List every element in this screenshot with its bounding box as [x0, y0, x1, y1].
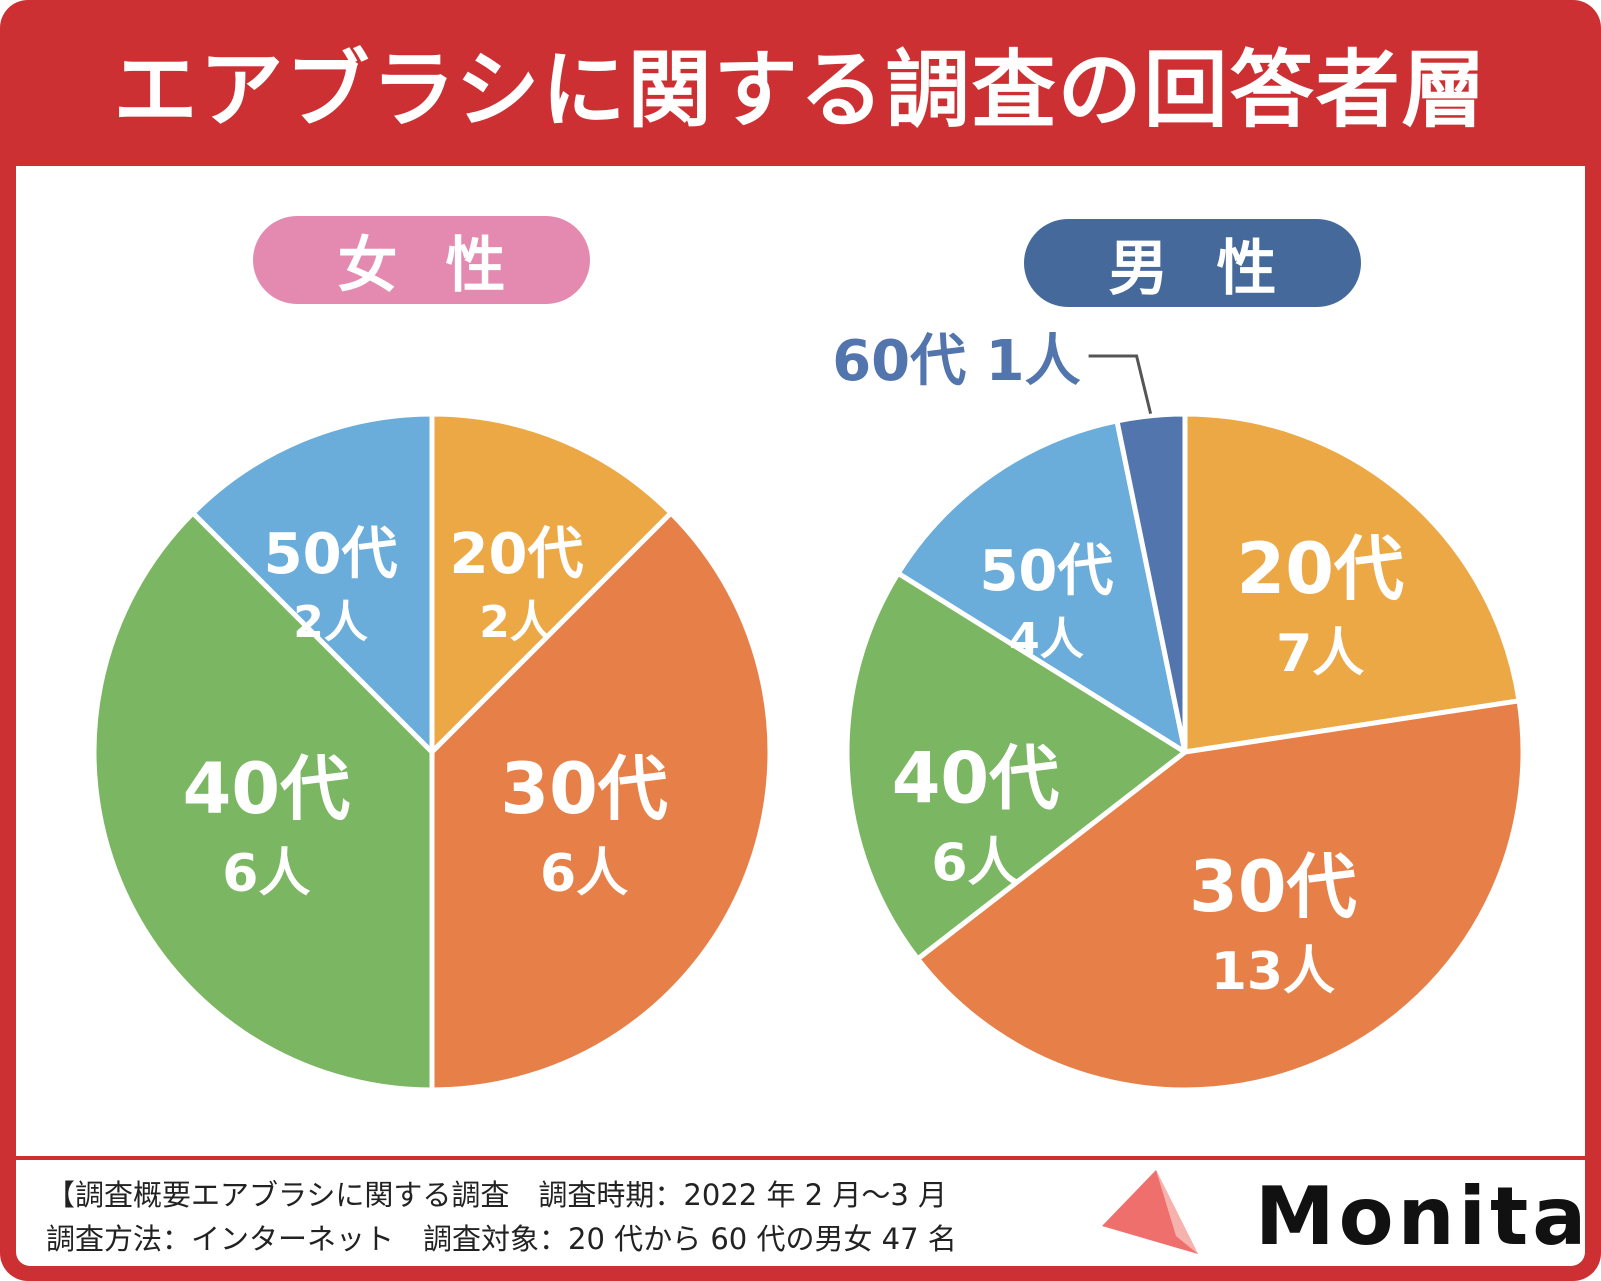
logo-triangle-icon [1102, 1170, 1198, 1254]
female-slice-label: 30代 [500, 748, 667, 830]
female-pie-slice-50代 [190, 411, 435, 755]
male-label-pill: 男性 [1024, 219, 1361, 307]
pie-charts: 20代2人30代6人40代6人50代2人20代7人30代13人40代6人50代4… [91, 329, 1526, 1093]
female-slice-label: 20代 [450, 522, 584, 587]
male-slice-label: 50代 [979, 539, 1113, 604]
female-pie-slice-30代 [429, 510, 773, 1093]
survey-note-line-2: 調査方法：インターネット 調査対象：20 代から 60 代の男女 47 名 [46, 1222, 957, 1256]
logo-text: Monita [1255, 1170, 1591, 1263]
page-title: エアブラシに関する調査の回答者層 [113, 40, 1488, 139]
female-slice-label: 40代 [183, 748, 350, 830]
male-slice-value: 4人 [1009, 614, 1084, 665]
male-pie-slice-40代 [844, 570, 1188, 962]
female-pie-slice-20代 [429, 411, 674, 755]
male-pie-slice-50代 [895, 418, 1188, 755]
male-pie-slice-20代 [1182, 411, 1522, 755]
male-slice-value: 13人 [1211, 942, 1335, 1002]
female-slice-value: 2人 [293, 597, 368, 648]
male-pie-slice-60代 [1114, 411, 1188, 755]
male-slice-label: 20代 [1236, 528, 1403, 610]
female-pie-slice-40代 [91, 510, 435, 1093]
male-slice-value: 7人 [1276, 624, 1364, 684]
female-slice-value: 6人 [222, 844, 310, 904]
survey-notes: 【調査概要エアブラシに関する調査 調査時期：2022 年 2 月〜3 月 調査方… [16, 1160, 1585, 1266]
male-slice-label: 30代 [1189, 846, 1356, 928]
monita-logo: Monita [1098, 1166, 1586, 1263]
female-slice-value: 6人 [540, 844, 628, 904]
male-60s-callout-line [1088, 354, 1153, 415]
male-pie-slice-30代 [915, 698, 1526, 1093]
female-label-pill: 女性 [253, 216, 590, 304]
male-slice-value: 6人 [931, 834, 1019, 894]
male-60s-callout-label: 60代 1人 [832, 329, 1080, 394]
male-slice-label: 40代 [892, 738, 1059, 820]
survey-note-line-1: 【調査概要エアブラシに関する調査 調査時期：2022 年 2 月〜3 月 [46, 1178, 947, 1212]
female-slice-label: 50代 [264, 522, 398, 587]
